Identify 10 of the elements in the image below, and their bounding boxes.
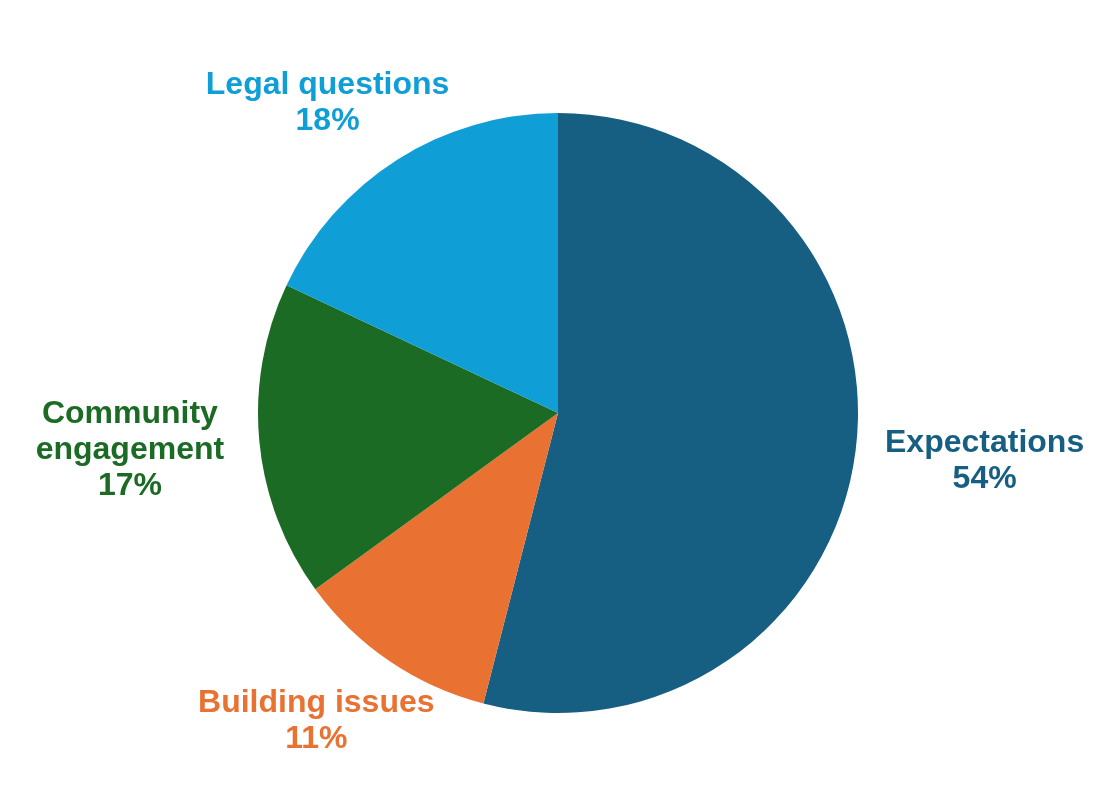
data-label: 54%	[952, 459, 1017, 496]
pie-slice	[483, 113, 858, 713]
slice-label: Building issues	[198, 683, 435, 720]
slice-label: Expectations	[885, 423, 1085, 460]
data-label: 18%	[295, 100, 360, 137]
data-label: 11%	[285, 719, 348, 756]
data-label: 17%	[97, 465, 162, 502]
slice-label: Legal questions	[205, 64, 450, 101]
slice-label: Community engagement	[35, 393, 225, 466]
pie-slice	[258, 285, 558, 590]
